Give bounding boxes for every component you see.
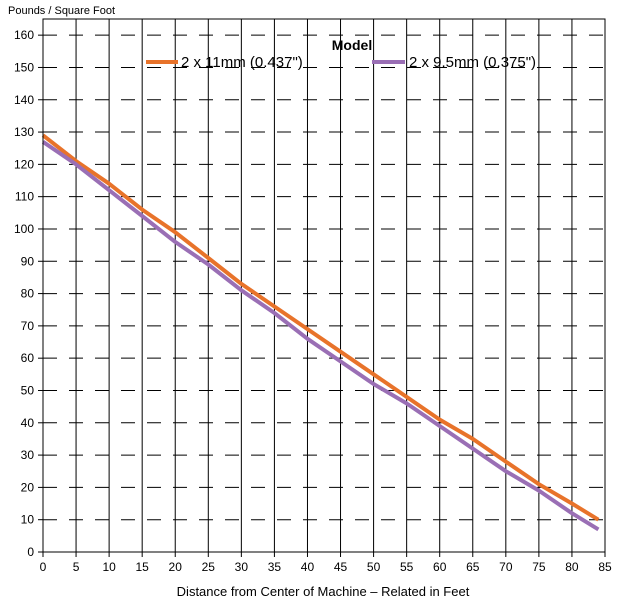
legend-label-1: 2 x 11mm (0.437") bbox=[181, 54, 303, 71]
x-tick-label: 40 bbox=[301, 560, 315, 574]
legend-title: Model bbox=[332, 37, 372, 53]
y-tick-label: 40 bbox=[21, 416, 35, 430]
y-tick-label: 10 bbox=[21, 513, 35, 527]
y-tick-label: 90 bbox=[21, 254, 35, 268]
x-tick-label: 65 bbox=[466, 560, 480, 574]
x-tick-label: 20 bbox=[169, 560, 183, 574]
y-tick-label: 60 bbox=[21, 351, 35, 365]
y-tick-label: 140 bbox=[14, 93, 34, 107]
x-tick-label: 45 bbox=[334, 560, 348, 574]
x-tick-label: 70 bbox=[499, 560, 513, 574]
y-tick-label: 120 bbox=[14, 157, 34, 171]
x-tick-label: 5 bbox=[73, 560, 80, 574]
x-tick-label: 35 bbox=[268, 560, 282, 574]
y-tick-label: 80 bbox=[21, 287, 35, 301]
y-tick-label: 30 bbox=[21, 448, 35, 462]
x-tick-label: 55 bbox=[400, 560, 414, 574]
y-tick-label: 110 bbox=[15, 190, 34, 204]
legend: Model 2 x 11mm (0.437") 2 x 9.5mm (0.375"… bbox=[146, 37, 536, 71]
axis-ticks: 0 5 10 15 20 25 30 35 40 45 50 55 60 65 70 75 80 85 0 10 20 3… bbox=[14, 28, 612, 574]
series-line-1 bbox=[41, 133, 600, 522]
y-tick-label: 160 bbox=[14, 28, 34, 42]
y-tick-label: 50 bbox=[21, 383, 35, 397]
x-tick-label: 60 bbox=[433, 560, 447, 574]
legend-label-2: 2 x 9.5mm (0.375") bbox=[409, 54, 536, 71]
y-tick-label: 70 bbox=[21, 319, 35, 333]
x-tick-label: 30 bbox=[235, 560, 249, 574]
series-line-2 bbox=[41, 140, 600, 532]
x-tick-label: 25 bbox=[202, 560, 216, 574]
x-tick-label: 10 bbox=[102, 560, 116, 574]
x-tick-label: 85 bbox=[598, 560, 612, 574]
x-tick-label: 50 bbox=[367, 560, 381, 574]
y-tick-label: 20 bbox=[21, 480, 35, 494]
x-tick-label: 0 bbox=[40, 560, 47, 574]
x-tick-label: 80 bbox=[565, 560, 579, 574]
x-axis-label: Distance from Center of Machine – Relate… bbox=[177, 584, 470, 599]
y-axis-label: Pounds / Square Foot bbox=[8, 5, 115, 17]
x-tick-label: 15 bbox=[135, 560, 149, 574]
x-tick-label: 75 bbox=[532, 560, 546, 574]
series-lines bbox=[41, 133, 600, 532]
y-tick-label: 100 bbox=[14, 222, 34, 236]
y-tick-label: 150 bbox=[14, 60, 34, 74]
y-tick-label: 0 bbox=[27, 545, 34, 559]
y-tick-label: 130 bbox=[14, 125, 34, 139]
plot-frame bbox=[42, 18, 606, 553]
